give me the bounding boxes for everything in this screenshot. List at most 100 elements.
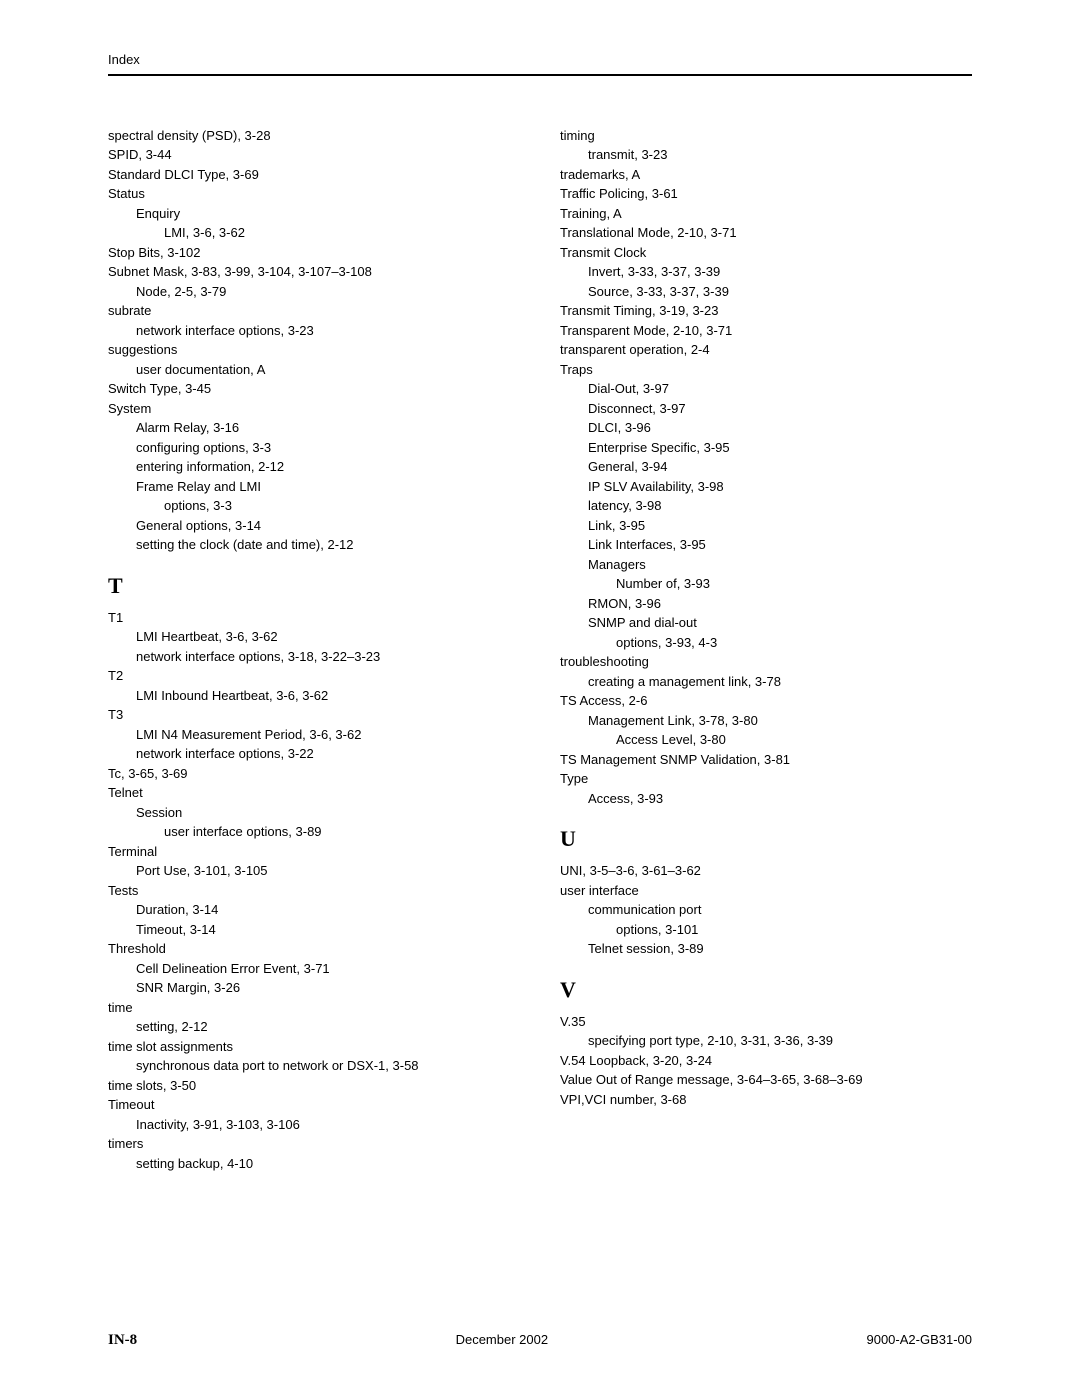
index-term: setting, bbox=[136, 1019, 178, 1034]
index-term: Threshold bbox=[108, 941, 166, 956]
index-term: General, bbox=[588, 459, 638, 474]
index-entry: Inactivity, 3-91, 3-103, 3-106 bbox=[108, 1115, 520, 1135]
index-entry: Standard DLCI Type, 3-69 bbox=[108, 165, 520, 185]
index-entry: Access Level, 3-80 bbox=[560, 730, 972, 750]
index-refs: 2-12 bbox=[255, 459, 285, 474]
index-entry: LMI N4 Measurement Period, 3-6, 3-62 bbox=[108, 725, 520, 745]
index-term: user documentation, bbox=[136, 362, 254, 377]
index-refs: 2-10, 3-71 bbox=[669, 323, 732, 338]
index-term: options, bbox=[616, 922, 662, 937]
index-entry: trademarks, A bbox=[560, 165, 972, 185]
index-term: Type bbox=[560, 771, 588, 786]
index-refs: 2-12 bbox=[178, 1019, 208, 1034]
index-refs: 3-94 bbox=[638, 459, 668, 474]
index-term: synchronous data port to network or DSX-… bbox=[136, 1058, 389, 1073]
index-entry: Enquiry bbox=[108, 204, 520, 224]
index-term: Invert, bbox=[588, 264, 624, 279]
index-entry: subrate bbox=[108, 301, 520, 321]
index-entry: Timeout bbox=[108, 1095, 520, 1115]
index-entry: T3 bbox=[108, 705, 520, 725]
index-refs: 3-69 bbox=[229, 167, 259, 182]
index-entry: Access, 3-93 bbox=[560, 789, 972, 809]
index-entry: Duration, 3-14 bbox=[108, 900, 520, 920]
index-entry: spectral density (PSD), 3-28 bbox=[108, 126, 520, 146]
index-refs: 3-23 bbox=[638, 147, 668, 162]
index-refs: 3-89 bbox=[292, 824, 322, 839]
footer-page-number: IN-8 bbox=[108, 1329, 137, 1352]
index-refs: 3-50 bbox=[167, 1078, 197, 1093]
index-refs: 3-45 bbox=[181, 381, 211, 396]
index-refs: 3-58 bbox=[389, 1058, 419, 1073]
index-term: UNI, bbox=[560, 863, 586, 878]
index-column-right: timingtransmit, 3-23trademarks, ATraffic… bbox=[560, 126, 972, 1174]
index-entry: Threshold bbox=[108, 939, 520, 959]
index-term: Traffic Policing, bbox=[560, 186, 648, 201]
index-entry: time slot assignments bbox=[108, 1037, 520, 1057]
index-term: user interface bbox=[560, 883, 639, 898]
section-letter: U bbox=[560, 822, 972, 855]
index-refs: 3-23 bbox=[284, 323, 314, 338]
index-entry: LMI Heartbeat, 3-6, 3-62 bbox=[108, 627, 520, 647]
index-entry: Traffic Policing, 3-61 bbox=[560, 184, 972, 204]
index-refs: 3-93 bbox=[680, 576, 710, 591]
index-entry: DLCI, 3-96 bbox=[560, 418, 972, 438]
index-refs: 4-10 bbox=[223, 1156, 253, 1171]
index-entry: latency, 3-98 bbox=[560, 496, 972, 516]
index-entry: options, 3-3 bbox=[108, 496, 520, 516]
index-entry: network interface options, 3-18, 3-22–3-… bbox=[108, 647, 520, 667]
index-entry: Frame Relay and LMI bbox=[108, 477, 520, 497]
index-entry: synchronous data port to network or DSX-… bbox=[108, 1056, 520, 1076]
index-entry: time bbox=[108, 998, 520, 1018]
index-entry: V.35 bbox=[560, 1012, 972, 1032]
index-entry: Tc, 3-65, 3-69 bbox=[108, 764, 520, 784]
index-entry: Type bbox=[560, 769, 972, 789]
index-term: suggestions bbox=[108, 342, 177, 357]
index-refs: 3-19, 3-23 bbox=[656, 303, 719, 318]
index-term: time bbox=[108, 1000, 133, 1015]
index-term: spectral density (PSD), bbox=[108, 128, 241, 143]
index-entry: Node, 2-5, 3-79 bbox=[108, 282, 520, 302]
index-term: IP SLV Availability, bbox=[588, 479, 694, 494]
index-refs: 3-14 bbox=[186, 922, 216, 937]
index-entry: Invert, 3-33, 3-37, 3-39 bbox=[560, 262, 972, 282]
index-term: Subnet Mask, bbox=[108, 264, 188, 279]
index-refs: 3-20, 3-24 bbox=[649, 1053, 712, 1068]
index-term: time slot assignments bbox=[108, 1039, 233, 1054]
index-term: user interface options, bbox=[164, 824, 292, 839]
index-entry: setting the clock (date and time), 2-12 bbox=[108, 535, 520, 555]
index-refs: 3-96 bbox=[631, 596, 661, 611]
index-entry: General options, 3-14 bbox=[108, 516, 520, 536]
index-entry: SNMP and dial-out bbox=[560, 613, 972, 633]
index-refs: 3-93, 4-3 bbox=[662, 635, 718, 650]
index-term: Access, bbox=[588, 791, 634, 806]
index-term: T2 bbox=[108, 668, 123, 683]
index-term: Disconnect, bbox=[588, 401, 656, 416]
index-term: Dial-Out, bbox=[588, 381, 639, 396]
index-term: DLCI, bbox=[588, 420, 621, 435]
index-term: Switch Type, bbox=[108, 381, 181, 396]
index-entry: Transmit Clock bbox=[560, 243, 972, 263]
index-term: LMI N4 Measurement Period, bbox=[136, 727, 306, 742]
index-refs: 3-101 bbox=[662, 922, 699, 937]
index-entry: Subnet Mask, 3-83, 3-99, 3-104, 3-107–3-… bbox=[108, 262, 520, 282]
index-term: Transparent Mode, bbox=[560, 323, 669, 338]
page-footer: IN-8 December 2002 9000-A2-GB31-00 bbox=[108, 1329, 972, 1352]
index-refs: A bbox=[254, 362, 266, 377]
index-refs: 3-6, 3-62 bbox=[222, 629, 278, 644]
index-term: TS Access, bbox=[560, 693, 625, 708]
index-term: timing bbox=[560, 128, 595, 143]
index-term: TS Management SNMP Validation, bbox=[560, 752, 760, 767]
index-refs: 2-6 bbox=[625, 693, 647, 708]
index-refs: 3-33, 3-37, 3-39 bbox=[624, 264, 720, 279]
index-term: Duration, bbox=[136, 902, 189, 917]
index-refs: 2-10, 3-71 bbox=[674, 225, 737, 240]
index-term: network interface options, bbox=[136, 746, 284, 761]
index-term: Enquiry bbox=[136, 206, 180, 221]
index-entry: TS Management SNMP Validation, 3-81 bbox=[560, 750, 972, 770]
index-entry: Dial-Out, 3-97 bbox=[560, 379, 972, 399]
index-refs: 3-98 bbox=[694, 479, 724, 494]
index-refs: 3-68 bbox=[657, 1092, 687, 1107]
index-term: Transmit Clock bbox=[560, 245, 646, 260]
index-column-left: spectral density (PSD), 3-28SPID, 3-44St… bbox=[108, 126, 520, 1174]
index-refs: 3-80 bbox=[696, 732, 726, 747]
